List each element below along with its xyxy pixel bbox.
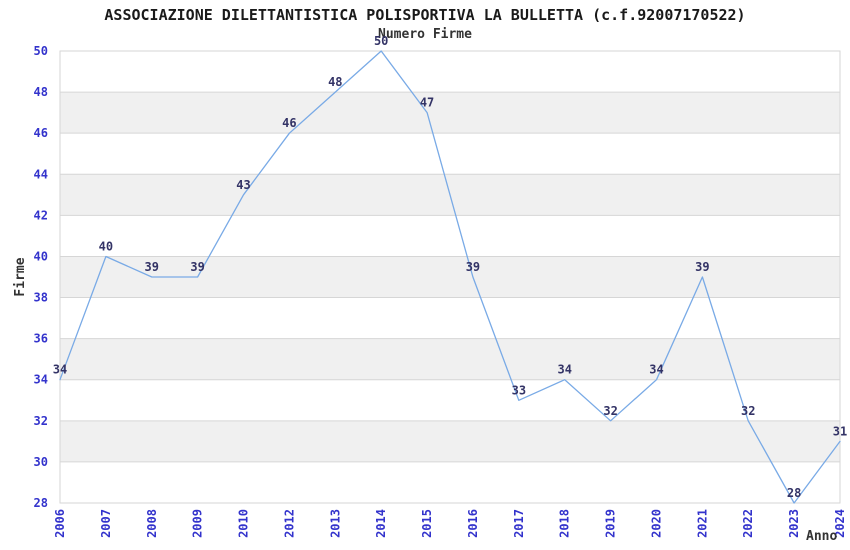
x-tick-label: 2009 [191,509,205,538]
data-label: 39 [190,260,204,274]
y-tick-label: 50 [34,44,48,58]
x-tick-label: 2010 [237,509,251,538]
x-tick-label: 2016 [466,509,480,538]
x-tick-label: 2015 [420,509,434,538]
x-tick-label: 2014 [374,509,388,538]
stripe-band [60,92,840,134]
y-tick-label: 42 [34,208,48,222]
data-line [59,50,841,504]
data-label: 33 [512,383,526,397]
y-tick-label: 28 [34,496,48,510]
x-tick-label: 2019 [604,509,618,538]
y-tick-label: 36 [34,332,48,346]
data-label: 39 [695,260,709,274]
data-label: 28 [787,486,801,500]
x-tick-label: 2017 [512,509,526,538]
data-label: 48 [328,75,342,89]
data-label: 39 [466,260,480,274]
plot-border [59,50,841,504]
data-label: 31 [833,424,847,438]
y-tick-label: 48 [34,85,48,99]
data-label: 32 [741,404,755,418]
x-tick-label: 2008 [145,509,159,538]
x-tick-label: 2022 [741,509,755,538]
stripe-band [60,420,840,462]
x-tick-label: 2023 [787,509,801,538]
x-tick-label: 2024 [833,509,847,538]
data-label: 47 [420,96,434,110]
data-label: 50 [374,34,388,48]
x-axis-title: Anno [806,529,838,544]
data-label: 34 [53,363,67,377]
x-tick-label: 2012 [282,509,296,538]
data-label: 34 [557,363,571,377]
y-tick-label: 38 [34,291,48,305]
x-tick-label: 2006 [53,509,67,538]
y-tick-label: 40 [34,249,48,263]
stripe-band [60,338,840,380]
y-tick-label: 44 [34,167,48,181]
y-tick-label: 32 [34,414,48,428]
x-tick-label: 2013 [328,509,342,538]
x-tick-label: 2018 [558,509,572,538]
y-tick-label: 46 [34,126,48,140]
y-tick-label: 30 [34,455,48,469]
data-label: 46 [282,116,296,130]
data-label: 39 [145,260,159,274]
data-label: 43 [236,178,250,192]
x-tick-label: 2021 [695,509,709,538]
x-tick-label: 2007 [99,509,113,538]
y-tick-label: 34 [34,373,48,387]
data-label: 32 [603,404,617,418]
chart-title: ASSOCIAZIONE DILETTANTISTICA POLISPORTIV… [104,6,746,24]
chart-subtitle: Numero Firme [378,27,472,42]
data-label: 40 [99,239,113,253]
x-tick-label: 2020 [649,509,663,538]
data-label: 34 [649,363,663,377]
